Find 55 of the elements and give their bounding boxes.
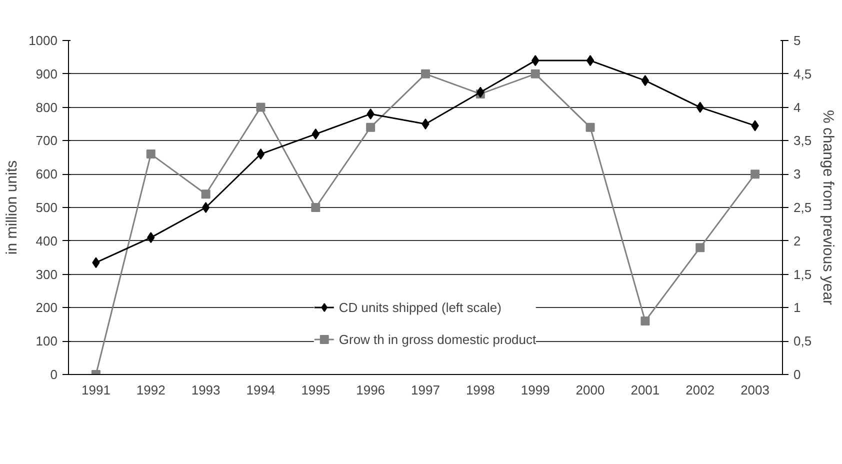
x-tick-label: 1994 (246, 382, 276, 398)
legend-label: Grow th in gross domestic product (338, 332, 536, 346)
x-tick-label: 1997 (411, 382, 440, 398)
x-tick-label: 1992 (136, 382, 166, 398)
y-tick-label: 600 (36, 166, 58, 182)
y2-tick-label: 5 (794, 33, 801, 48)
y2-tick-label: 0 (794, 367, 801, 382)
x-tick-label: 1993 (191, 382, 220, 398)
y-tick-label: 100 (36, 334, 58, 349)
point (586, 122, 595, 132)
x-tick-label: 1995 (301, 382, 330, 398)
x-tick-label: 1999 (520, 382, 550, 398)
x-tick-label: 2003 (740, 382, 770, 398)
point (530, 69, 540, 78)
x-tick-label: 1991 (82, 382, 110, 398)
y-tick-label: 200 (36, 300, 58, 316)
point (421, 69, 430, 78)
x-tick-label: 1996 (356, 382, 386, 398)
y2-axis-title: % change from previous year (820, 110, 837, 306)
y-tick-label: 0 (50, 367, 58, 382)
y-tick-label: 300 (36, 266, 58, 282)
y-tick-label: 900 (36, 66, 58, 82)
point (256, 102, 266, 112)
y2-tick-label: 1,5 (794, 266, 812, 282)
y-tick-label: 700 (36, 133, 58, 148)
point (696, 243, 705, 252)
y-tick-label: 1000 (28, 33, 58, 48)
y2-tick-label: 4,5 (794, 66, 812, 82)
y2-tick-label: 4 (794, 100, 801, 115)
x-tick-label: 2002 (686, 382, 715, 398)
y2-tick-label: 0,5 (794, 334, 812, 349)
point (641, 75, 650, 86)
y2-tick-label: 2,5 (794, 200, 812, 215)
point (640, 316, 650, 326)
point (311, 203, 320, 212)
y-axis-title: in million units (4, 160, 21, 255)
point (366, 122, 376, 132)
y2-tick-label: 3 (794, 166, 801, 182)
point (256, 148, 265, 160)
x-tick-label: 1998 (466, 382, 495, 398)
y2-tick-label: 3,5 (794, 133, 812, 148)
y-tick-label: 400 (36, 233, 58, 248)
point (586, 55, 594, 66)
y2-tick-label: 1 (794, 300, 801, 316)
legend-label: CD units shipped (left scale) (338, 300, 502, 314)
y-tick-label: 800 (36, 100, 58, 115)
point (422, 118, 430, 130)
y-tick-label: 500 (36, 200, 58, 215)
y2-tick-label: 2 (794, 233, 801, 248)
point (146, 150, 156, 159)
point (201, 190, 210, 199)
x-tick-label: 2001 (630, 382, 660, 398)
point (202, 202, 210, 213)
x-tick-label: 2000 (576, 382, 605, 398)
point (750, 170, 760, 179)
